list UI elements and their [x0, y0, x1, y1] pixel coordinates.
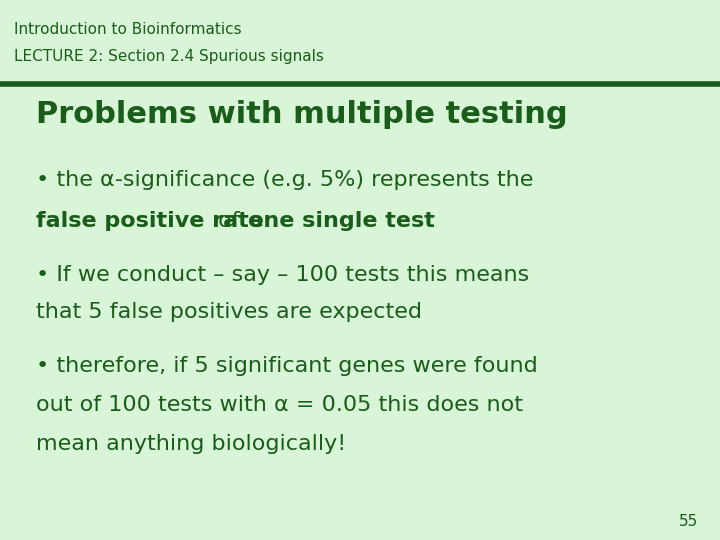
Text: Introduction to Bioinformatics: Introduction to Bioinformatics [14, 22, 242, 37]
Text: false positive rate: false positive rate [36, 211, 264, 231]
Text: out of 100 tests with α = 0.05 this does not: out of 100 tests with α = 0.05 this does… [36, 395, 523, 415]
Text: that 5 false positives are expected: that 5 false positives are expected [36, 302, 422, 322]
Text: one single test: one single test [248, 211, 435, 231]
Text: LECTURE 2: Section 2.4 Spurious signals: LECTURE 2: Section 2.4 Spurious signals [14, 49, 324, 64]
Text: Problems with multiple testing: Problems with multiple testing [36, 100, 567, 129]
Text: 55: 55 [679, 514, 698, 529]
Text: mean anything biologically!: mean anything biologically! [36, 434, 346, 454]
Text: • therefore, if 5 significant genes were found: • therefore, if 5 significant genes were… [36, 356, 538, 376]
Text: • If we conduct – say – 100 tests this means: • If we conduct – say – 100 tests this m… [36, 265, 529, 285]
Text: of: of [211, 211, 247, 231]
Text: • the α-significance (e.g. 5%) represents the: • the α-significance (e.g. 5%) represent… [36, 170, 534, 190]
